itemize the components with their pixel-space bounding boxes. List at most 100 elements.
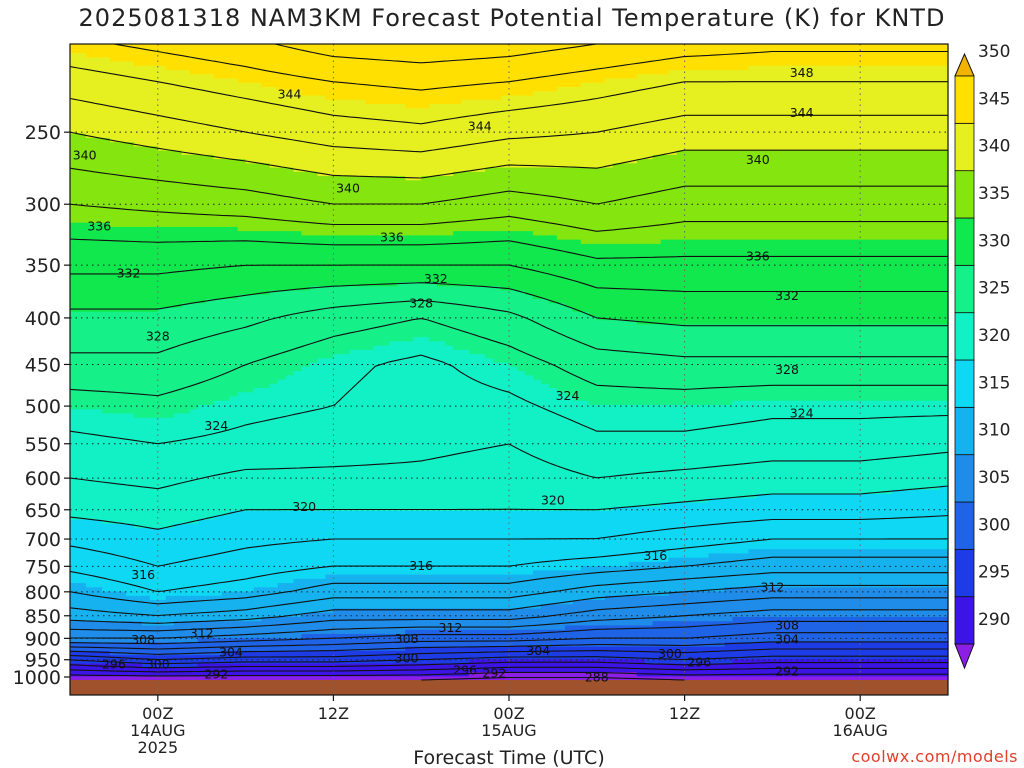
theta-cell	[389, 569, 398, 575]
theta-cell	[612, 523, 622, 528]
theta-cell	[700, 531, 710, 537]
theta-cell	[253, 552, 263, 558]
theta-cell	[117, 569, 127, 575]
theta-cell	[189, 620, 199, 626]
theta-cell	[293, 518, 303, 524]
theta-cell	[277, 616, 287, 622]
theta-cell	[205, 607, 215, 613]
theta-cell	[149, 671, 159, 677]
theta-cell	[788, 667, 797, 673]
theta-cell	[397, 523, 406, 528]
theta-cell	[692, 493, 702, 499]
theta-cell	[892, 527, 901, 533]
theta-cell	[261, 675, 271, 681]
theta-cell	[109, 514, 119, 520]
theta-cell	[884, 540, 893, 545]
theta-cell	[357, 565, 366, 571]
theta-cell	[788, 620, 797, 626]
theta-cell	[493, 629, 502, 634]
theta-cell	[445, 561, 454, 567]
theta-cell	[540, 586, 550, 592]
theta-cell	[285, 612, 295, 617]
theta-cell	[556, 607, 566, 613]
theta-cell	[165, 582, 175, 588]
theta-cell	[173, 574, 183, 579]
theta-cell	[205, 658, 215, 664]
theta-cell	[532, 552, 542, 558]
theta-cell	[421, 544, 430, 550]
theta-cell	[229, 514, 239, 520]
theta-cell	[149, 650, 159, 656]
theta-cell	[333, 523, 342, 528]
theta-cell	[772, 574, 781, 579]
theta-cell	[628, 561, 638, 567]
theta-cell	[453, 637, 462, 643]
theta-cell	[676, 518, 686, 524]
theta-cell	[333, 493, 342, 499]
theta-cell	[413, 658, 422, 664]
theta-cell	[141, 569, 151, 575]
theta-cell	[876, 493, 885, 499]
theta-cell	[469, 612, 478, 617]
theta-cell	[740, 548, 750, 554]
theta-cell	[189, 578, 199, 584]
theta-cell	[269, 612, 279, 617]
theta-cell	[109, 582, 119, 588]
theta-cell	[764, 586, 773, 592]
theta-cell	[245, 540, 255, 545]
theta-cell	[692, 497, 702, 503]
theta-cell	[317, 603, 327, 609]
theta-cell	[516, 633, 526, 639]
theta-cell	[812, 497, 821, 503]
theta-cell	[548, 607, 558, 613]
theta-cell	[924, 574, 933, 579]
theta-cell	[101, 497, 111, 503]
theta-cell	[437, 535, 446, 541]
theta-cell	[125, 667, 135, 673]
theta-cell	[900, 667, 909, 673]
theta-cell	[205, 620, 215, 626]
theta-cell	[109, 599, 119, 605]
theta-cell	[540, 552, 550, 558]
theta-cell	[253, 557, 263, 562]
theta-cell	[524, 552, 534, 558]
theta-cell	[612, 633, 622, 639]
theta-cell	[692, 595, 702, 601]
theta-cell	[373, 518, 382, 524]
theta-cell	[596, 620, 606, 626]
theta-cell	[612, 663, 622, 668]
theta-cell	[724, 629, 734, 634]
theta-cell	[868, 624, 877, 630]
theta-cell	[221, 561, 231, 567]
theta-cell	[485, 599, 494, 605]
theta-cell	[461, 646, 470, 651]
theta-cell	[692, 535, 702, 541]
theta-cell	[620, 607, 630, 613]
theta-cell	[221, 641, 231, 647]
theta-cell	[644, 574, 654, 579]
theta-cell	[676, 675, 686, 681]
theta-cell	[101, 633, 111, 639]
theta-cell	[828, 540, 837, 545]
theta-cell	[532, 612, 542, 617]
theta-cell	[509, 552, 518, 558]
theta-cell	[796, 599, 805, 605]
theta-cell	[493, 637, 502, 643]
theta-cell	[868, 612, 877, 617]
theta-cell	[413, 493, 422, 499]
theta-cell	[389, 590, 398, 596]
theta-cell	[309, 629, 319, 634]
theta-cell	[253, 667, 263, 673]
theta-cell	[644, 607, 654, 613]
theta-cell	[564, 552, 574, 558]
theta-cell	[333, 510, 342, 516]
theta-cell	[205, 629, 215, 634]
theta-cell	[341, 616, 350, 622]
theta-cell	[509, 497, 518, 503]
theta-cell	[572, 586, 582, 592]
theta-cell	[684, 489, 694, 495]
theta-cell	[580, 506, 590, 511]
theta-cell	[772, 514, 781, 520]
theta-cell	[788, 603, 797, 609]
theta-cell	[540, 603, 550, 609]
